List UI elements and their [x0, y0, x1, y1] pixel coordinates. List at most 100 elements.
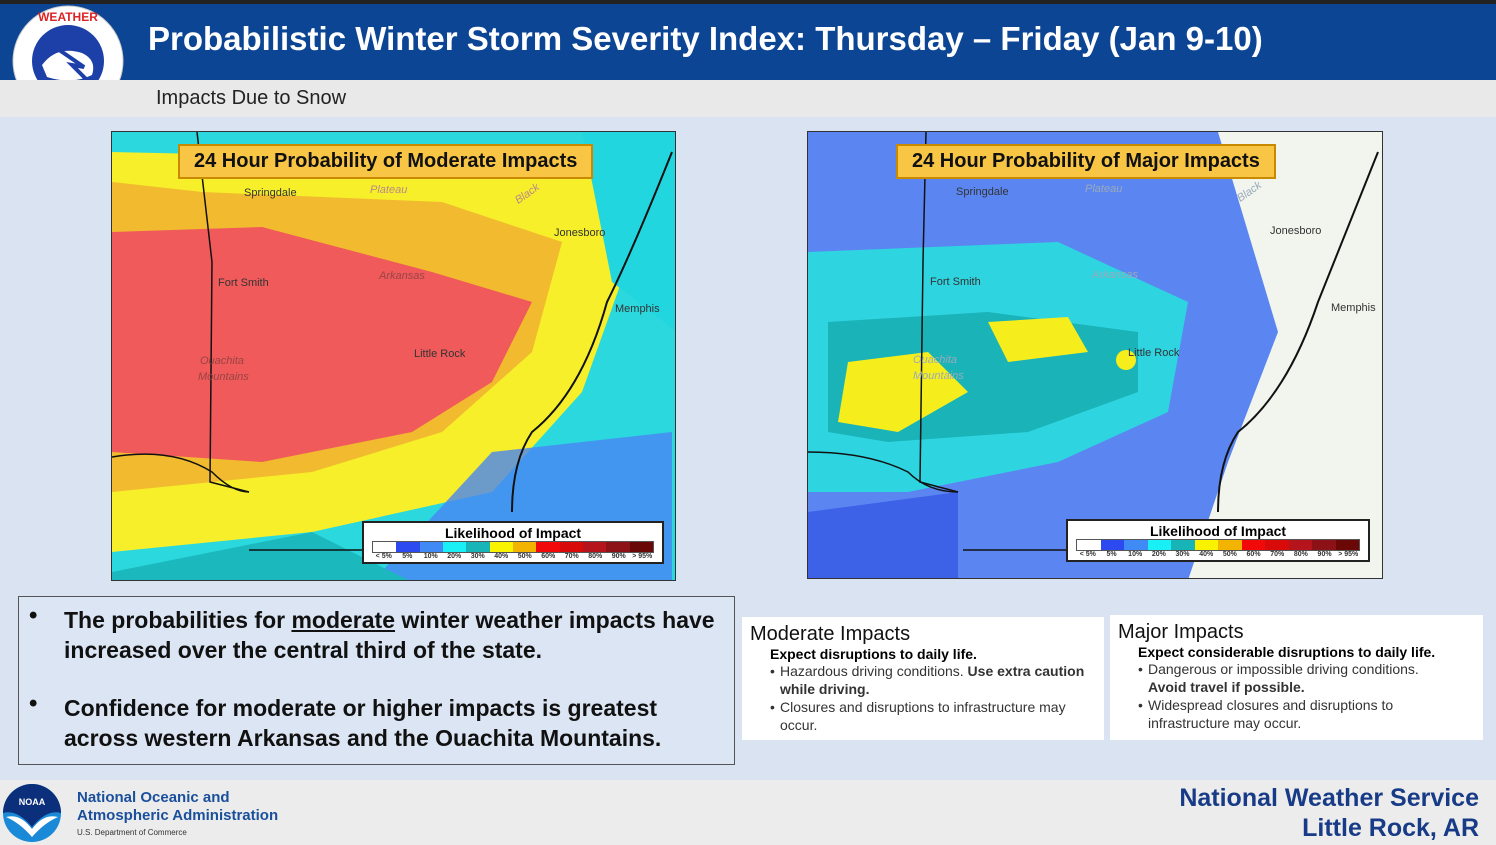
moderate-impacts-map: 24 Hour Probability of Moderate Impacts … [111, 131, 676, 581]
legend-tick-label: > 95% [632, 553, 653, 560]
major-item-1-text: Dangerous or impossible driving conditio… [1148, 661, 1419, 677]
moderate-probability-shading [112, 132, 675, 580]
legend-tick-label: < 5% [375, 553, 392, 560]
map-title: 24 Hour Probability of Moderate Impacts [178, 144, 594, 179]
legend-swatch [1194, 540, 1218, 550]
legend-swatch [582, 542, 607, 552]
svg-text:NOAA: NOAA [19, 797, 46, 807]
moderate-item-2: Closures and disruptions to infrastructu… [770, 698, 1096, 734]
legend-tick-label: 60% [1246, 551, 1261, 558]
legend-swatch [1124, 540, 1148, 550]
major-impacts-box: Major Impacts Expect considerable disrup… [1110, 615, 1483, 740]
legend-tick-label: 70% [1270, 551, 1285, 558]
major-item-1: Dangerous or impossible driving conditio… [1138, 660, 1475, 696]
legend-tick-label: 60% [541, 553, 556, 560]
subtitle-bar [0, 80, 1496, 117]
legend-title: Likelihood of Impact [444, 525, 582, 541]
label-ouachita: Ouachita [200, 355, 245, 367]
legend-swatch [1100, 540, 1124, 550]
label-jonesboro: Jonesboro [1270, 225, 1322, 237]
legend-tick-label: 5% [402, 553, 413, 560]
legend-swatch [1171, 540, 1195, 550]
label-springdale: Springdale [244, 187, 297, 199]
legend-swatch [606, 542, 630, 552]
major-item-2: Widespread closures and disruptions to i… [1138, 696, 1475, 732]
legend-tick-label: 30% [470, 553, 485, 560]
label-mountains: Mountains [198, 371, 249, 383]
legend-swatch [489, 542, 513, 552]
legend-swatch [442, 542, 467, 552]
legend-ticks: < 5% 5% 10% 20% 30% 40% 50% 60% 70% 80% 90% > 95% [372, 553, 654, 560]
legend-swatch [1241, 540, 1265, 550]
legend-swatch [396, 542, 420, 552]
legend-tick-label: 80% [1293, 551, 1308, 558]
legend-tick-label: 40% [1199, 551, 1214, 558]
moderate-lead: Expect disruptions to daily life. [770, 646, 977, 662]
map-title: 24 Hour Probability of Major Impacts [896, 144, 1276, 179]
legend-swatches [372, 541, 654, 553]
legend-tick-label: 50% [1222, 551, 1237, 558]
major-title: Major Impacts [1118, 621, 1244, 643]
legend-swatch [1218, 540, 1242, 550]
nws-line1: National Weather Service [1179, 784, 1479, 812]
nws-office: National Weather Service Little Rock, AR [1179, 783, 1479, 843]
legend-swatch [466, 542, 490, 552]
bullet-1-underlined: moderate [291, 607, 396, 633]
legend-title: Likelihood of Impact [1149, 523, 1287, 539]
bullet-1-post: winter weather impacts have increased ov… [64, 607, 715, 663]
header [0, 0, 1496, 80]
moderate-title: Moderate Impacts [750, 623, 911, 645]
legend-tick-label: 30% [1175, 551, 1190, 558]
legend-tick-label: 20% [1151, 551, 1166, 558]
legend-tick-label: 10% [1128, 551, 1143, 558]
bullet-2: Confidence for moderate or higher impact… [19, 689, 734, 753]
legend-tick-label: < 5% [1079, 551, 1096, 558]
bullet-1: The probabilities for moderate winter we… [19, 601, 734, 665]
legend-swatch [419, 542, 443, 552]
page-subtitle: Impacts Due to Snow [156, 87, 347, 109]
legend-swatch [1312, 540, 1336, 550]
footer [0, 780, 1496, 845]
key-points: The probabilities for moderate winter we… [18, 596, 735, 765]
legend-swatch [559, 542, 583, 552]
page-title: Probabilistic Winter Storm Severity Inde… [148, 20, 1263, 57]
nws-line2: Little Rock, AR [1302, 814, 1479, 842]
label-mountains: Mountains [913, 370, 964, 382]
legend-tick-label: 70% [564, 553, 579, 560]
bullet-1-pre: The probabilities for [64, 607, 292, 633]
label-jonesboro: Jonesboro [554, 227, 606, 239]
legend-swatch [512, 542, 537, 552]
moderate-item-1-text: Hazardous driving conditions. [780, 663, 968, 679]
legend-tick-label: > 95% [1338, 551, 1359, 558]
legend-swatch [1147, 540, 1171, 550]
legend-swatch [373, 542, 397, 552]
noaa-name-line1: National Oceanic and [77, 789, 230, 806]
legend-tick-label: 50% [517, 553, 532, 560]
label-little-rock: Little Rock [414, 348, 466, 360]
legend-swatch [536, 542, 560, 552]
label-fort-smith: Fort Smith [930, 276, 981, 288]
major-impacts-map: 24 Hour Probability of Major Impacts Spr… [807, 131, 1383, 579]
label-springdale: Springdale [956, 186, 1009, 198]
legend-tick-label: 40% [494, 553, 509, 560]
legend-tick-label: 90% [1317, 551, 1332, 558]
svg-text:WEATHER: WEATHER [38, 10, 98, 24]
noaa-logo: NOAA [3, 784, 61, 842]
legend-tick-label: 10% [423, 553, 438, 560]
legend-swatch [1288, 540, 1312, 550]
label-memphis: Memphis [1331, 302, 1376, 314]
legend-swatch [629, 542, 653, 552]
label-little-rock: Little Rock [1128, 347, 1180, 359]
map-legend: Likelihood of Impact < 5% 5% 10% 20% 30% 40% 5… [362, 521, 664, 564]
legend-ticks: < 5% 5% 10% 20% 30% 40% 50% 60% 70% 80% 90% > 95% [1076, 551, 1360, 558]
label-fort-smith: Fort Smith [218, 277, 269, 289]
legend-swatch [1335, 540, 1359, 550]
major-probability-shading [808, 132, 1382, 578]
moderate-item-1-bold: Use extra caution while driving. [780, 663, 1085, 697]
major-lead: Expect considerable disruptions to daily… [1138, 644, 1436, 660]
label-plateau: Plateau [1085, 183, 1123, 195]
major-item-1-bold: Avoid travel if possible. [1148, 679, 1305, 695]
label-plateau: Plateau [370, 184, 408, 196]
department: U.S. Department of Commerce [77, 828, 187, 837]
legend-swatch [1265, 540, 1289, 550]
